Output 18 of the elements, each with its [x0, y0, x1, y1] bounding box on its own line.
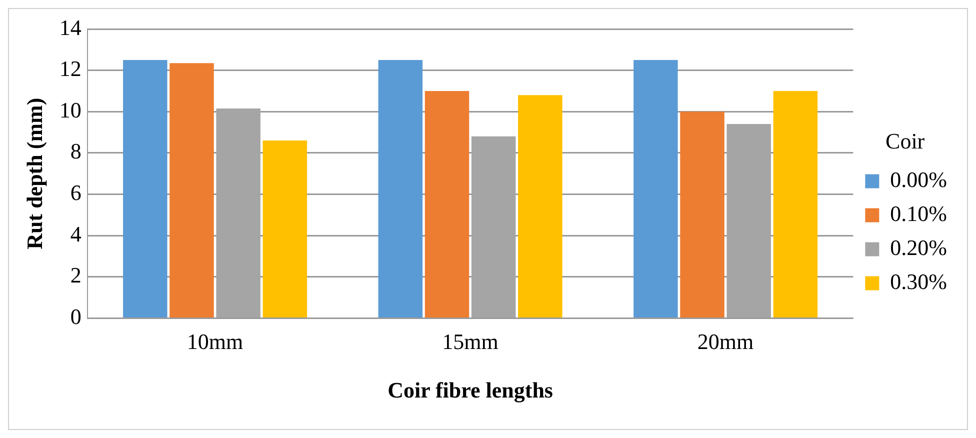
y-axis-title: Rut depth (mm) [22, 98, 47, 250]
y-tick-label: 10 [59, 97, 82, 122]
y-tick-label: 6 [70, 180, 82, 206]
legend-title: Coir [886, 128, 926, 154]
legend-label: 0.20% [890, 234, 947, 260]
y-tick-label: 4 [70, 221, 82, 246]
x-tick-label: 10mm [186, 329, 244, 354]
x-tick-label: 15mm [442, 329, 498, 354]
x-axis-title: Coir fibre lengths [388, 377, 554, 402]
y-tick-label: 12 [59, 56, 82, 82]
y-tick-label: 2 [70, 262, 82, 288]
legend-label: 0.00% [890, 166, 947, 192]
legend-label: 0.30% [890, 268, 947, 294]
x-tick-label: 20mm [697, 329, 754, 354]
legend-label: 0.10% [890, 200, 947, 226]
y-tick-label: 0 [70, 304, 82, 329]
y-tick-label: 8 [70, 138, 82, 164]
y-tick-label: 14 [59, 14, 82, 40]
